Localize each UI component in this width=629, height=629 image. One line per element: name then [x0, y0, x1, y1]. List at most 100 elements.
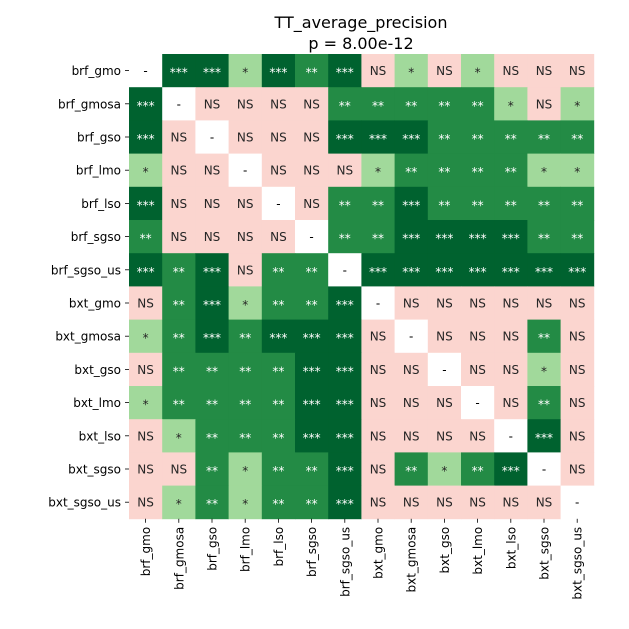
heatmap-cell [427, 419, 462, 453]
cell-annotation: NS [436, 396, 453, 410]
heatmap-cell [261, 253, 296, 287]
heatmap-cell [361, 120, 395, 154]
cell-annotation: *** [137, 99, 155, 113]
heatmap-cell [195, 87, 229, 121]
cell-annotation: *** [369, 132, 387, 146]
heatmap-cell [494, 485, 528, 520]
heatmap-cell [494, 186, 528, 221]
heatmap-cell [560, 319, 595, 354]
heatmap-cell [527, 220, 561, 254]
column-tick-label: bxt_lso [504, 527, 518, 569]
cell-annotation: NS [370, 429, 387, 443]
heatmap-cell [560, 153, 595, 188]
heatmap-cell [494, 286, 528, 320]
heatmap-cell [461, 485, 495, 520]
heatmap-cell [560, 54, 595, 88]
cell-annotation: ** [372, 232, 384, 246]
cell-annotation: NS [137, 363, 154, 377]
cell-annotation: * [242, 464, 248, 478]
heatmap-cell [328, 87, 362, 121]
heatmap-cell [427, 54, 462, 88]
heatmap-cell [494, 253, 528, 287]
cell-annotation: ** [438, 99, 450, 113]
column-tick-label: brf_sgso_us [338, 527, 352, 597]
heatmap-cell [461, 253, 495, 287]
cell-annotation: *** [402, 198, 420, 212]
cell-annotation: *** [502, 265, 520, 279]
cell-annotation: NS [303, 97, 320, 111]
cell-annotation: ** [438, 198, 450, 212]
heatmap-cell [461, 319, 495, 354]
heatmap-cell [228, 220, 263, 254]
cell-annotation: NS [403, 429, 420, 443]
heatmap-cell [527, 153, 561, 188]
cell-annotation: ** [239, 331, 251, 345]
cell-annotation: - [376, 297, 380, 311]
cell-annotation: NS [204, 97, 221, 111]
cell-annotation: NS [303, 197, 320, 211]
column-tick-label: bxt_sgso [538, 527, 552, 580]
heatmap-cell [394, 319, 429, 354]
cell-annotation: - [243, 164, 247, 178]
heatmap-cell [427, 452, 462, 486]
cell-annotation: * [143, 331, 149, 345]
heatmap-cell [129, 87, 163, 121]
heatmap-cell [560, 186, 595, 221]
cell-annotation: - [309, 230, 313, 244]
heatmap-cell [328, 286, 362, 320]
heatmap-cell [162, 153, 196, 188]
heatmap-cell [162, 419, 196, 453]
cell-annotation: - [177, 97, 181, 111]
heatmap-cell [527, 120, 561, 154]
heatmap-cell [162, 386, 196, 420]
column-tick-label: bxt_sgso_us [571, 527, 585, 600]
cell-annotation: - [276, 197, 280, 211]
cell-annotation: * [375, 165, 381, 179]
heatmap-cell [494, 452, 528, 486]
heatmap-cell [228, 54, 263, 88]
heatmap-cell [361, 54, 395, 88]
heatmap-cell [195, 386, 229, 420]
cell-annotation: NS [503, 64, 520, 78]
heatmap-cell [427, 153, 462, 188]
heatmap-cell [394, 120, 429, 154]
cell-annotation: ** [272, 497, 284, 511]
cell-annotation: NS [569, 64, 586, 78]
cell-annotation: ** [173, 265, 185, 279]
heatmap-cell [129, 54, 163, 88]
heatmap-cell [328, 319, 362, 354]
heatmap-cell [162, 485, 196, 520]
cell-annotation: ** [306, 298, 318, 312]
cell-annotation: * [176, 497, 182, 511]
heatmap-cell [162, 54, 196, 88]
heatmap-cell [261, 120, 296, 154]
cell-annotation: ** [405, 99, 417, 113]
heatmap-cell [295, 419, 329, 453]
cell-annotation: ** [505, 165, 517, 179]
cell-annotation: NS [370, 64, 387, 78]
cell-annotation: * [508, 99, 514, 113]
heatmap-cell [129, 386, 163, 420]
cell-annotation: NS [137, 297, 154, 311]
heatmap-cell [295, 253, 329, 287]
cell-annotation: *** [336, 398, 354, 412]
cell-annotation: *** [137, 265, 155, 279]
cell-annotation: NS [536, 97, 553, 111]
cell-annotation: * [242, 66, 248, 80]
heatmap-cell [394, 386, 429, 420]
cell-annotation: NS [303, 164, 320, 178]
cell-annotation: ** [339, 99, 351, 113]
heatmap-cell [228, 485, 263, 520]
heatmap-cell [461, 352, 495, 387]
cell-annotation: * [176, 431, 182, 445]
heatmap-cell [195, 352, 229, 387]
cell-annotation: ** [173, 364, 185, 378]
cell-annotation: *** [336, 431, 354, 445]
heatmap-cell [328, 386, 362, 420]
cell-annotation: NS [469, 297, 486, 311]
cell-annotation: *** [568, 265, 586, 279]
cell-annotation: * [574, 165, 580, 179]
heatmap-cell [361, 319, 395, 354]
cell-annotation: NS [237, 263, 254, 277]
heatmap-cell [494, 220, 528, 254]
